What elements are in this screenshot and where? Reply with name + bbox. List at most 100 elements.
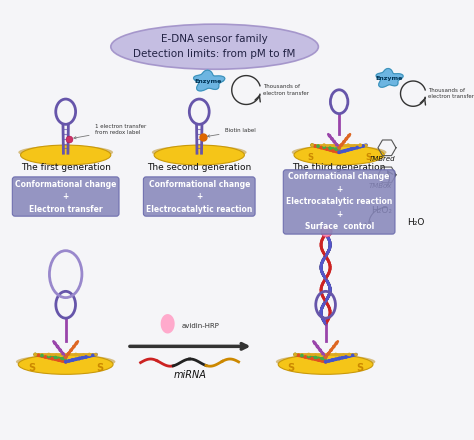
Circle shape (320, 357, 324, 360)
Circle shape (293, 353, 297, 356)
Circle shape (337, 150, 341, 154)
Text: S: S (288, 363, 295, 373)
Circle shape (351, 353, 355, 357)
Text: S: S (28, 363, 35, 373)
Circle shape (40, 354, 44, 357)
Text: Thousands of
electron transfer: Thousands of electron transfer (428, 88, 474, 99)
Ellipse shape (294, 145, 384, 165)
Text: S: S (307, 153, 313, 162)
Ellipse shape (292, 145, 386, 159)
Circle shape (75, 341, 78, 345)
Circle shape (47, 355, 51, 358)
Circle shape (342, 140, 346, 143)
Text: Conformational change
+
Electrocatalytic reaction
+
Surface  control: Conformational change + Electrocatalytic… (286, 172, 392, 231)
Circle shape (64, 356, 67, 359)
Circle shape (61, 352, 65, 356)
Text: Enzyme: Enzyme (195, 78, 222, 84)
Circle shape (58, 348, 62, 352)
Circle shape (33, 353, 37, 356)
Text: The third generation: The third generation (292, 163, 386, 172)
Text: S: S (356, 363, 364, 373)
Circle shape (327, 352, 330, 356)
Circle shape (324, 356, 328, 359)
Circle shape (53, 341, 57, 345)
Circle shape (77, 357, 81, 360)
Ellipse shape (154, 145, 245, 165)
Ellipse shape (152, 145, 246, 159)
Circle shape (91, 353, 94, 357)
Text: Biotin label: Biotin label (208, 128, 255, 137)
Circle shape (334, 143, 338, 147)
Circle shape (361, 144, 365, 148)
Ellipse shape (278, 355, 373, 374)
Ellipse shape (111, 24, 319, 69)
Circle shape (324, 360, 328, 363)
Circle shape (71, 358, 74, 362)
Circle shape (322, 145, 326, 149)
Circle shape (319, 348, 322, 352)
Circle shape (328, 146, 332, 150)
Circle shape (61, 357, 64, 360)
Circle shape (56, 345, 59, 348)
Circle shape (320, 353, 324, 356)
Circle shape (64, 360, 67, 363)
Circle shape (347, 134, 351, 138)
Circle shape (337, 150, 341, 154)
Circle shape (314, 356, 317, 359)
Circle shape (74, 353, 78, 356)
Circle shape (324, 356, 328, 359)
Circle shape (349, 147, 353, 151)
Circle shape (44, 355, 47, 359)
Text: miRNA: miRNA (174, 370, 207, 380)
Circle shape (72, 345, 76, 348)
Circle shape (50, 357, 54, 360)
Text: avidin-HRP: avidin-HRP (181, 323, 219, 330)
Circle shape (345, 137, 348, 140)
Text: Thousands of
electron transfer: Thousands of electron transfer (264, 84, 310, 95)
Circle shape (64, 356, 67, 359)
Text: Enzyme: Enzyme (375, 76, 402, 81)
Circle shape (61, 353, 64, 356)
Circle shape (333, 140, 336, 143)
Text: S: S (96, 363, 103, 373)
Circle shape (329, 348, 333, 352)
Circle shape (66, 352, 70, 356)
Circle shape (313, 144, 317, 148)
Text: E-DNA sensor family
Detection limits: from pM to fM: E-DNA sensor family Detection limits: fr… (133, 34, 296, 59)
Text: TMBred: TMBred (369, 156, 395, 162)
Circle shape (335, 143, 338, 147)
Circle shape (64, 360, 67, 363)
Circle shape (84, 355, 88, 359)
Text: TMBox: TMBox (369, 183, 392, 189)
Circle shape (47, 353, 51, 356)
Circle shape (330, 358, 334, 362)
Circle shape (335, 341, 338, 345)
Circle shape (334, 353, 337, 356)
Circle shape (310, 357, 314, 360)
Circle shape (300, 354, 304, 357)
Circle shape (57, 358, 61, 362)
Circle shape (324, 360, 328, 363)
Circle shape (337, 146, 341, 150)
Circle shape (297, 353, 301, 357)
Text: The second generation: The second generation (147, 163, 251, 172)
Circle shape (33, 353, 37, 356)
Ellipse shape (18, 355, 113, 374)
Circle shape (319, 146, 323, 149)
Ellipse shape (276, 355, 375, 369)
Circle shape (346, 143, 350, 147)
Circle shape (54, 356, 57, 359)
Circle shape (343, 149, 347, 153)
Circle shape (317, 358, 320, 362)
Circle shape (337, 146, 341, 150)
Circle shape (358, 143, 362, 147)
Circle shape (307, 353, 310, 356)
Text: S: S (365, 153, 371, 162)
Circle shape (330, 137, 334, 140)
Circle shape (356, 146, 359, 149)
Circle shape (293, 353, 297, 356)
Ellipse shape (20, 145, 111, 165)
Circle shape (322, 143, 326, 147)
Circle shape (303, 355, 307, 359)
Polygon shape (376, 69, 403, 87)
